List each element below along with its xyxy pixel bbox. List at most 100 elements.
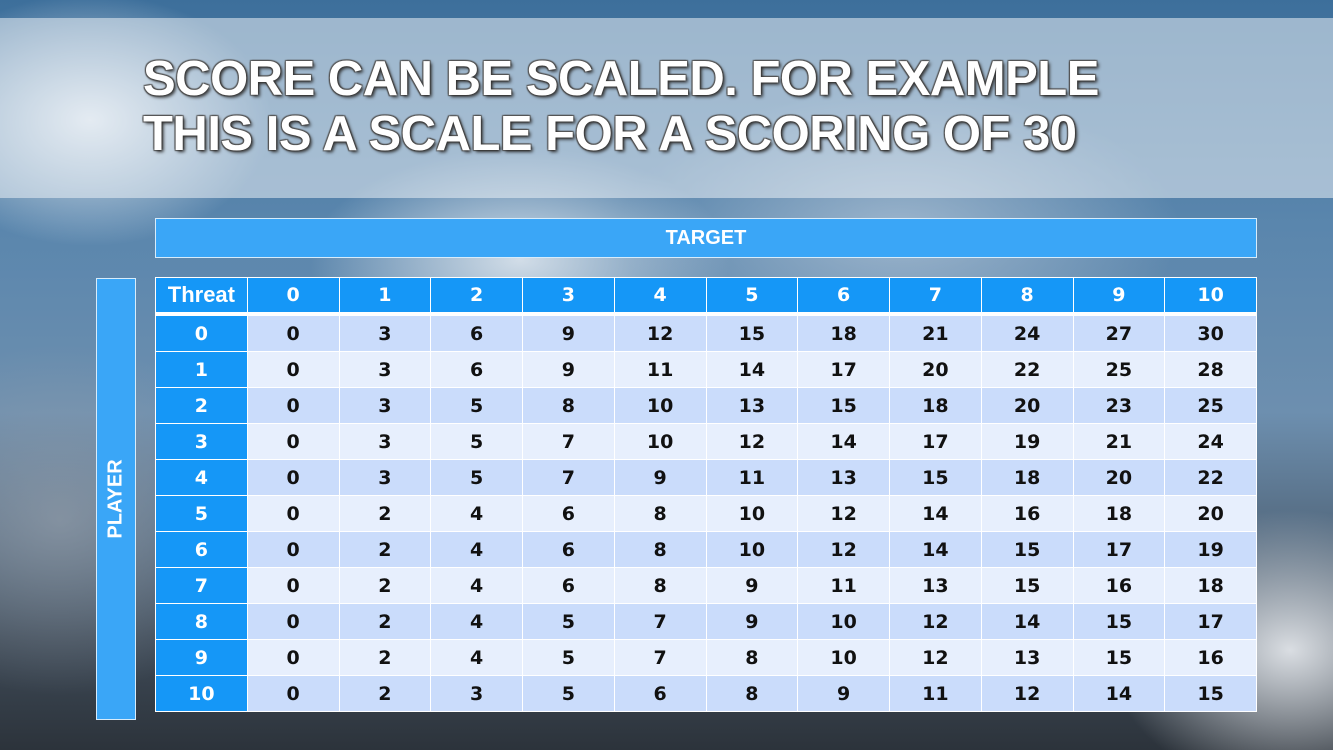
score-cell: 14 (889, 495, 982, 532)
score-cell: 19 (980, 423, 1074, 460)
column-header: 10 (1164, 277, 1257, 316)
score-cell: 2 (338, 531, 432, 568)
score-cell: 3 (338, 387, 432, 424)
row-header: 5 (155, 495, 248, 532)
score-cell: 6 (430, 351, 523, 388)
score-cell: 17 (797, 351, 890, 388)
table-row: 7 0 2 4 6 8 9 11 13 15 16 18 (155, 567, 1257, 604)
column-header: 4 (613, 277, 707, 316)
score-cell: 15 (797, 387, 890, 424)
score-cell: 7 (613, 603, 707, 640)
score-cell: 19 (1164, 531, 1257, 568)
score-table: Threat 0 1 2 3 4 5 6 7 8 9 10 0 0 3 6 9 12 15 18 21 24 27 30 1… (155, 277, 1257, 712)
score-cell: 15 (889, 459, 982, 496)
player-header: PLAYER (96, 278, 136, 720)
table-row: 6 0 2 4 6 8 10 12 14 15 17 19 (155, 531, 1257, 568)
score-cell: 16 (1072, 567, 1166, 604)
row-header: 7 (155, 567, 248, 604)
score-cell: 2 (338, 603, 432, 640)
column-header: 1 (338, 277, 432, 316)
table-row: 2 0 3 5 8 10 13 15 18 20 23 25 (155, 387, 1257, 424)
score-cell: 16 (1164, 639, 1257, 676)
score-cell: 0 (246, 423, 340, 460)
score-cell: 18 (797, 313, 890, 352)
score-cell: 12 (613, 313, 707, 352)
score-cell: 28 (1164, 351, 1257, 388)
title-line-1: SCORE CAN BE SCALED. FOR EXAMPLE (143, 52, 1099, 106)
score-cell: 3 (338, 313, 432, 352)
table-row: 5 0 2 4 6 8 10 12 14 16 18 20 (155, 495, 1257, 532)
row-header: 9 (155, 639, 248, 676)
score-cell: 10 (797, 639, 890, 676)
score-cell: 0 (246, 531, 340, 568)
score-cell: 3 (430, 675, 523, 712)
row-header: 1 (155, 351, 248, 388)
score-cell: 7 (613, 639, 707, 676)
score-cell: 5 (430, 423, 523, 460)
score-cell: 17 (1072, 531, 1166, 568)
table-row: 3 0 3 5 7 10 12 14 17 19 21 24 (155, 423, 1257, 460)
score-cell: 0 (246, 459, 340, 496)
score-cell: 4 (430, 495, 523, 532)
row-header: 2 (155, 387, 248, 424)
score-cell: 5 (522, 639, 615, 676)
score-cell: 14 (1072, 675, 1166, 712)
score-cell: 20 (1072, 459, 1166, 496)
score-cell: 3 (338, 423, 432, 460)
column-header: 8 (980, 277, 1074, 316)
score-cell: 4 (430, 567, 523, 604)
row-header: 10 (155, 675, 248, 712)
score-cell: 4 (430, 531, 523, 568)
score-cell: 11 (797, 567, 890, 604)
score-cell: 3 (338, 351, 432, 388)
score-cell: 12 (797, 531, 890, 568)
score-cell: 14 (797, 423, 890, 460)
score-cell: 7 (522, 423, 615, 460)
score-cell: 9 (705, 603, 799, 640)
score-cell: 0 (246, 567, 340, 604)
score-cell: 15 (1072, 603, 1166, 640)
score-cell: 8 (613, 567, 707, 604)
score-cell: 12 (797, 495, 890, 532)
column-header: 6 (797, 277, 890, 316)
score-cell: 25 (1072, 351, 1166, 388)
score-cell: 27 (1072, 313, 1166, 352)
score-cell: 10 (705, 531, 799, 568)
corner-header: Threat (155, 277, 248, 316)
slide-title: SCORE CAN BE SCALED. FOR EXAMPLE THIS IS… (143, 52, 1099, 162)
score-cell: 10 (613, 387, 707, 424)
score-cell: 13 (980, 639, 1074, 676)
score-cell: 0 (246, 313, 340, 352)
score-cell: 6 (522, 531, 615, 568)
table-row: 0 0 3 6 9 12 15 18 21 24 27 30 (155, 313, 1257, 352)
row-header: 3 (155, 423, 248, 460)
score-cell: 24 (1164, 423, 1257, 460)
row-header: 8 (155, 603, 248, 640)
table-row: 4 0 3 5 7 9 11 13 15 18 20 22 (155, 459, 1257, 496)
row-header: 6 (155, 531, 248, 568)
header-row: Threat 0 1 2 3 4 5 6 7 8 9 10 (155, 277, 1257, 316)
column-header: 0 (246, 277, 340, 316)
table-row: 8 0 2 4 5 7 9 10 12 14 15 17 (155, 603, 1257, 640)
score-cell: 23 (1072, 387, 1166, 424)
score-cell: 0 (246, 675, 340, 712)
score-cell: 14 (889, 531, 982, 568)
score-cell: 16 (980, 495, 1074, 532)
score-cell: 17 (889, 423, 982, 460)
row-header: 4 (155, 459, 248, 496)
score-cell: 9 (613, 459, 707, 496)
score-cell: 20 (1164, 495, 1257, 532)
score-cell: 2 (338, 567, 432, 604)
score-cell: 12 (705, 423, 799, 460)
score-cell: 0 (246, 603, 340, 640)
score-cell: 9 (705, 567, 799, 604)
score-cell: 10 (613, 423, 707, 460)
score-cell: 21 (889, 313, 982, 352)
score-cell: 12 (889, 639, 982, 676)
score-cell: 3 (338, 459, 432, 496)
score-cell: 14 (705, 351, 799, 388)
score-cell: 25 (1164, 387, 1257, 424)
score-cell: 4 (430, 603, 523, 640)
score-cell: 12 (980, 675, 1074, 712)
score-cell: 15 (980, 531, 1074, 568)
